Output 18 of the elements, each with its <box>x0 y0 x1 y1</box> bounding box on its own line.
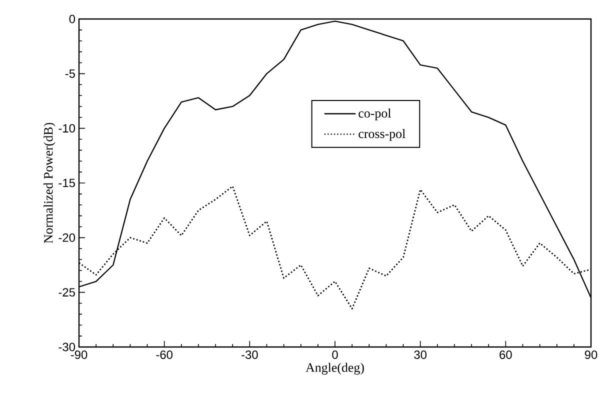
y-tick-label: -10 <box>58 124 76 133</box>
x-tick-label: 30 <box>414 350 427 359</box>
x-tick-label: -30 <box>242 350 258 359</box>
x-tick-label: 90 <box>584 350 598 359</box>
y-tick-label: -30 <box>58 342 76 352</box>
x-axis-title: Angle(deg) <box>306 362 364 375</box>
x-tick-label: 60 <box>500 350 512 359</box>
y-tick-label: -15 <box>58 178 75 188</box>
legend-label: co-pol <box>358 108 392 120</box>
y-tick-label: -25 <box>58 288 75 297</box>
legend-label: cross-pol <box>358 128 406 141</box>
x-tick-label: 0 <box>332 350 338 359</box>
y-tick-label: -5 <box>65 70 75 78</box>
x-tick-label: -90 <box>70 350 88 359</box>
y-axis-title: Normalized Power(dB) <box>44 122 56 244</box>
y-tick-label: -20 <box>58 233 76 242</box>
x-tick-label: -60 <box>156 350 173 359</box>
y-tick-label: 0 <box>69 14 76 24</box>
